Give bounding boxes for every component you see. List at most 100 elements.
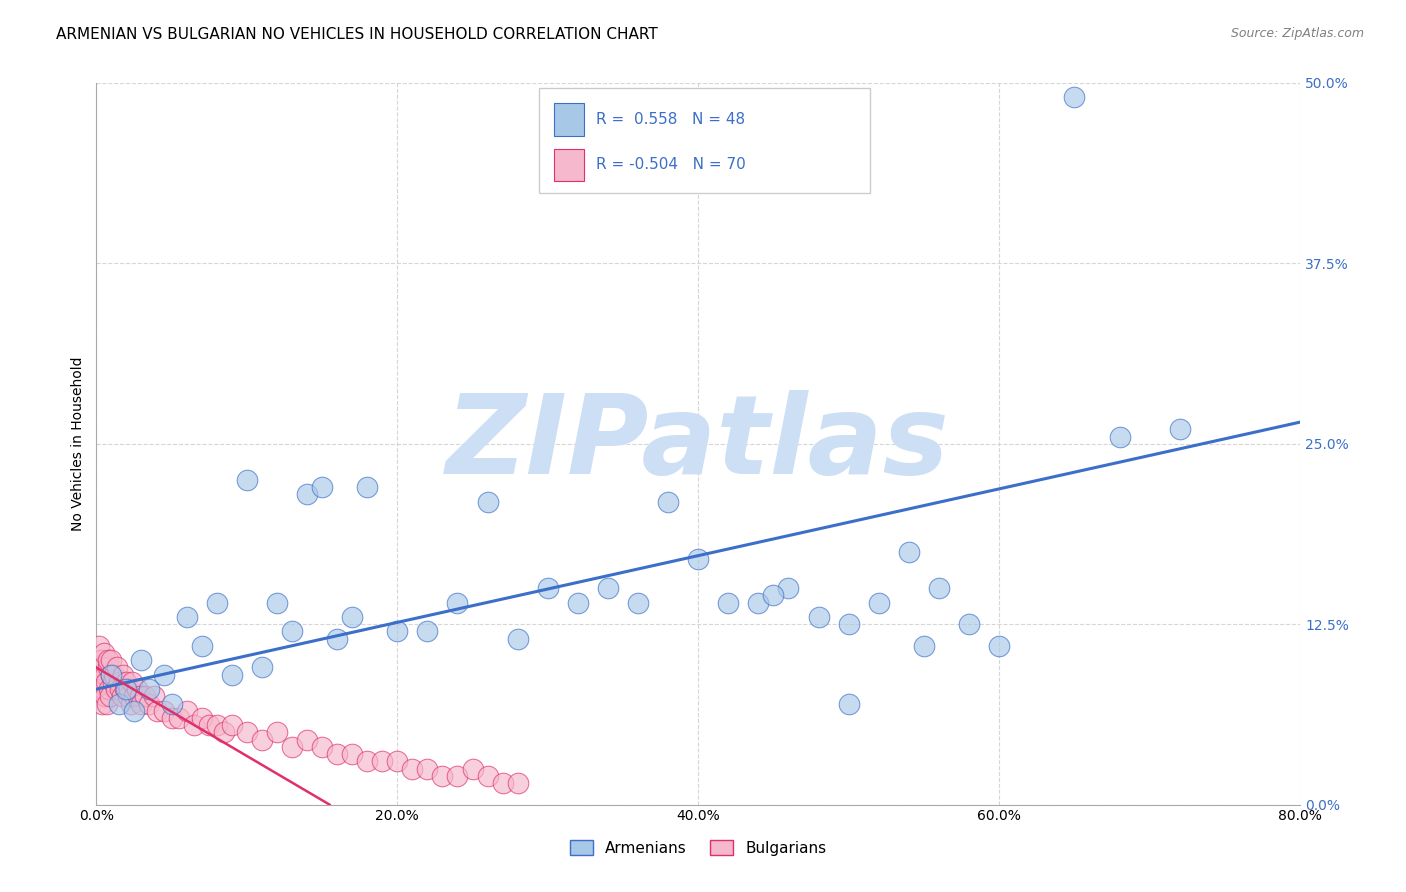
- Point: [461, 762, 484, 776]
- Point: [928, 581, 950, 595]
- Point: [477, 769, 499, 783]
- Point: [747, 596, 769, 610]
- Point: [371, 754, 394, 768]
- Point: [912, 639, 935, 653]
- Point: [167, 711, 190, 725]
- Point: [112, 667, 135, 681]
- Point: [134, 690, 156, 704]
- Point: [988, 639, 1011, 653]
- Point: [281, 624, 304, 639]
- Point: [957, 617, 980, 632]
- Y-axis label: No Vehicles in Household: No Vehicles in Household: [72, 357, 86, 531]
- Text: R =  0.558   N = 48: R = 0.558 N = 48: [596, 112, 745, 127]
- Point: [160, 711, 183, 725]
- Point: [89, 682, 111, 697]
- Point: [250, 732, 273, 747]
- Point: [94, 674, 117, 689]
- Point: [250, 660, 273, 674]
- Point: [537, 581, 560, 595]
- Point: [153, 704, 176, 718]
- Point: [340, 747, 363, 761]
- Point: [160, 697, 183, 711]
- Point: [401, 762, 423, 776]
- Point: [96, 697, 118, 711]
- Point: [491, 776, 513, 790]
- Point: [103, 667, 125, 681]
- Point: [108, 674, 131, 689]
- Point: [138, 682, 160, 697]
- Point: [506, 632, 529, 646]
- Point: [477, 494, 499, 508]
- Text: R = -0.504   N = 70: R = -0.504 N = 70: [596, 157, 745, 172]
- Point: [717, 596, 740, 610]
- Point: [176, 610, 198, 624]
- Point: [295, 487, 318, 501]
- Point: [205, 596, 228, 610]
- Point: [190, 639, 212, 653]
- Point: [118, 682, 141, 697]
- Point: [108, 697, 131, 711]
- Point: [131, 697, 153, 711]
- Point: [145, 704, 167, 718]
- Point: [122, 704, 145, 718]
- Text: ARMENIAN VS BULGARIAN NO VEHICLES IN HOUSEHOLD CORRELATION CHART: ARMENIAN VS BULGARIAN NO VEHICLES IN HOU…: [56, 27, 658, 42]
- Point: [807, 610, 830, 624]
- Point: [281, 739, 304, 754]
- Point: [190, 711, 212, 725]
- Point: [89, 639, 111, 653]
- Point: [356, 480, 378, 494]
- Point: [266, 725, 288, 739]
- Point: [311, 739, 333, 754]
- Point: [153, 667, 176, 681]
- Point: [97, 660, 120, 674]
- Point: [101, 674, 124, 689]
- Point: [627, 596, 650, 610]
- Point: [122, 690, 145, 704]
- Point: [138, 697, 160, 711]
- Point: [897, 545, 920, 559]
- Point: [778, 581, 800, 595]
- Point: [100, 667, 122, 681]
- Point: [129, 690, 152, 704]
- Point: [1108, 429, 1130, 443]
- Point: [326, 632, 349, 646]
- Point: [221, 718, 243, 732]
- Point: [120, 697, 142, 711]
- Point: [236, 725, 259, 739]
- Point: [212, 725, 235, 739]
- Point: [115, 674, 138, 689]
- Point: [221, 667, 243, 681]
- Point: [416, 624, 439, 639]
- Point: [125, 682, 148, 697]
- Text: ZIPatlas: ZIPatlas: [446, 391, 950, 497]
- Point: [87, 674, 110, 689]
- Point: [87, 667, 110, 681]
- Point: [657, 494, 679, 508]
- Point: [131, 653, 153, 667]
- Point: [91, 682, 114, 697]
- Text: Source: ZipAtlas.com: Source: ZipAtlas.com: [1230, 27, 1364, 40]
- Point: [446, 596, 468, 610]
- Point: [114, 682, 136, 697]
- Point: [326, 747, 349, 761]
- Point: [93, 646, 115, 660]
- Point: [838, 617, 860, 632]
- Point: [91, 660, 114, 674]
- Point: [98, 690, 121, 704]
- Point: [94, 667, 117, 681]
- Point: [115, 682, 138, 697]
- Point: [295, 732, 318, 747]
- Point: [90, 653, 112, 667]
- Point: [236, 473, 259, 487]
- Point: [176, 704, 198, 718]
- Legend: Armenians, Bulgarians: Armenians, Bulgarians: [564, 834, 832, 862]
- Point: [104, 682, 127, 697]
- Point: [98, 682, 121, 697]
- Point: [111, 690, 134, 704]
- Point: [142, 690, 165, 704]
- Point: [183, 718, 205, 732]
- Point: [387, 624, 409, 639]
- Point: [868, 596, 890, 610]
- Point: [446, 769, 468, 783]
- Point: [205, 718, 228, 732]
